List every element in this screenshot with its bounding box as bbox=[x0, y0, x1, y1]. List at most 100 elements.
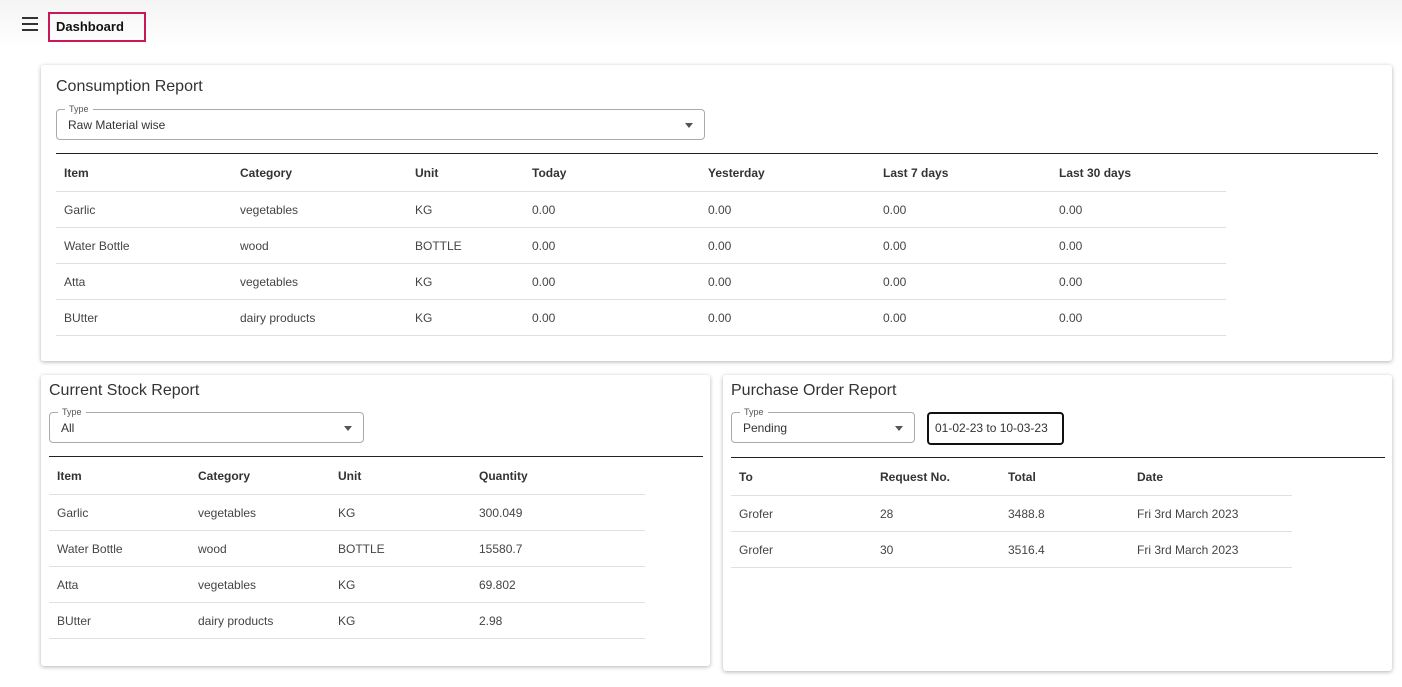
table-cell: Grofer bbox=[731, 495, 872, 532]
table-cell: 0.00 bbox=[700, 191, 875, 228]
table-cell: 3516.4 bbox=[1000, 531, 1129, 568]
table-cell: 0.00 bbox=[875, 227, 1051, 264]
table-cell: KG bbox=[407, 263, 524, 300]
date-range[interactable]: 01-02-23 to 10-03-23 bbox=[927, 412, 1064, 445]
table-cell: BUtter bbox=[56, 299, 232, 336]
table-cell: wood bbox=[232, 227, 407, 264]
table-cell: 0.00 bbox=[1051, 299, 1226, 336]
table-cell: Grofer bbox=[731, 531, 872, 568]
column-header: Unit bbox=[407, 154, 524, 192]
table-cell: 0.00 bbox=[875, 191, 1051, 228]
table-cell: 0.00 bbox=[1051, 263, 1226, 300]
table-cell: 30 bbox=[872, 531, 1000, 568]
table-cell: KG bbox=[407, 191, 524, 228]
table-row: Atta vegetables KG 69.802 bbox=[49, 566, 645, 603]
type-select[interactable]: Type All bbox=[49, 406, 364, 443]
type-select[interactable]: Type Pending bbox=[731, 406, 915, 443]
select-value: All bbox=[61, 421, 75, 435]
table-cell: 69.802 bbox=[471, 566, 645, 603]
table-cell: Fri 3rd March 2023 bbox=[1129, 495, 1292, 532]
column-header: Quantity bbox=[471, 457, 645, 495]
divider bbox=[56, 153, 1378, 154]
table-cell: KG bbox=[330, 602, 471, 639]
table-row: Atta vegetables KG 0.00 0.00 0.00 0.00 bbox=[56, 263, 1226, 300]
table-row: BUtter dairy products KG 0.00 0.00 0.00 0.00 bbox=[56, 299, 1226, 336]
table-row: Water Bottle wood BOTTLE 15580.7 bbox=[49, 530, 645, 567]
column-header: Unit bbox=[330, 457, 471, 495]
divider bbox=[49, 456, 703, 457]
table-cell: 0.00 bbox=[1051, 227, 1226, 264]
table-cell: Atta bbox=[56, 263, 232, 300]
table-cell: 0.00 bbox=[524, 263, 700, 300]
select-value: Raw Material wise bbox=[68, 118, 166, 132]
column-header: Item bbox=[49, 457, 190, 495]
column-header: Category bbox=[190, 457, 330, 495]
data-table: Item Category Unit Today Yesterday Last 7 day… bbox=[56, 154, 1226, 336]
table-cell: KG bbox=[330, 494, 471, 531]
table-row: Garlic vegetables KG 300.049 bbox=[49, 494, 645, 531]
type-select[interactable]: Type Raw Material wise bbox=[56, 103, 705, 140]
top-bar bbox=[0, 0, 1402, 50]
table-cell: 0.00 bbox=[524, 227, 700, 264]
table-cell: 28 bbox=[872, 495, 1000, 532]
table-cell: Garlic bbox=[49, 494, 190, 531]
table-row: Water Bottle wood BOTTLE 0.00 0.00 0.00 0.00 bbox=[56, 227, 1226, 264]
card-title: Consumption Report bbox=[56, 78, 203, 95]
table-cell: 0.00 bbox=[700, 263, 875, 300]
column-header: Request No. bbox=[872, 458, 1000, 496]
table-row: Garlic vegetables KG 0.00 0.00 0.00 0.00 bbox=[56, 191, 1226, 228]
table-cell: vegetables bbox=[232, 191, 407, 228]
data-table: To Request No. Total Date Grofer 28 3488.8 Fri … bbox=[731, 458, 1292, 568]
select-label: Type bbox=[58, 406, 86, 418]
menu-button[interactable] bbox=[22, 17, 38, 31]
table-cell: Water Bottle bbox=[56, 227, 232, 264]
table-cell: Garlic bbox=[56, 191, 232, 228]
table-cell: 0.00 bbox=[875, 263, 1051, 300]
divider bbox=[731, 457, 1385, 458]
table-cell: 0.00 bbox=[875, 299, 1051, 336]
table-cell: KG bbox=[407, 299, 524, 336]
column-header: Total bbox=[1000, 458, 1129, 496]
column-header: Date bbox=[1129, 458, 1292, 496]
table-cell: vegetables bbox=[190, 494, 330, 531]
select-label: Type bbox=[740, 406, 768, 418]
card-title: Current Stock Report bbox=[49, 382, 200, 399]
card-title: Purchase Order Report bbox=[731, 382, 897, 399]
column-header: Last 30 days bbox=[1051, 154, 1226, 192]
page-title[interactable]: Dashboard bbox=[48, 12, 146, 42]
table-cell: vegetables bbox=[232, 263, 407, 300]
table-cell: 0.00 bbox=[1051, 191, 1226, 228]
table-cell: 15580.7 bbox=[471, 530, 645, 567]
table-cell: KG bbox=[330, 566, 471, 603]
table-cell: Fri 3rd March 2023 bbox=[1129, 531, 1292, 568]
header-row: Item Category Unit Today Yesterday Last 7 day… bbox=[56, 154, 1226, 192]
table-cell: BOTTLE bbox=[407, 227, 524, 264]
header-row: Item Category Unit Quantity bbox=[49, 457, 645, 495]
select-value: Pending bbox=[743, 421, 788, 435]
table-cell: dairy products bbox=[232, 299, 407, 336]
table-cell: 0.00 bbox=[700, 299, 875, 336]
table-cell: wood bbox=[190, 530, 330, 567]
table-row: BUtter dairy products KG 2.98 bbox=[49, 602, 645, 639]
select-label: Type bbox=[65, 103, 93, 115]
column-header: Item bbox=[56, 154, 232, 192]
table-cell: 0.00 bbox=[700, 227, 875, 264]
column-header: Last 7 days bbox=[875, 154, 1051, 192]
table-cell: vegetables bbox=[190, 566, 330, 603]
header-row: To Request No. Total Date bbox=[731, 458, 1292, 496]
table-row: Grofer 28 3488.8 Fri 3rd March 2023 bbox=[731, 495, 1292, 532]
caret bbox=[895, 426, 903, 431]
table-cell: BOTTLE bbox=[330, 530, 471, 567]
column-header: Today bbox=[524, 154, 700, 192]
table-row: Grofer 30 3516.4 Fri 3rd March 2023 bbox=[731, 531, 1292, 568]
column-header: To bbox=[731, 458, 872, 496]
table-cell: 0.00 bbox=[524, 299, 700, 336]
table-cell: Atta bbox=[49, 566, 190, 603]
table-cell: dairy products bbox=[190, 602, 330, 639]
table-cell: Water Bottle bbox=[49, 530, 190, 567]
column-header: Category bbox=[232, 154, 407, 192]
caret bbox=[685, 123, 693, 128]
table-cell: 3488.8 bbox=[1000, 495, 1129, 532]
table-cell: 0.00 bbox=[524, 191, 700, 228]
